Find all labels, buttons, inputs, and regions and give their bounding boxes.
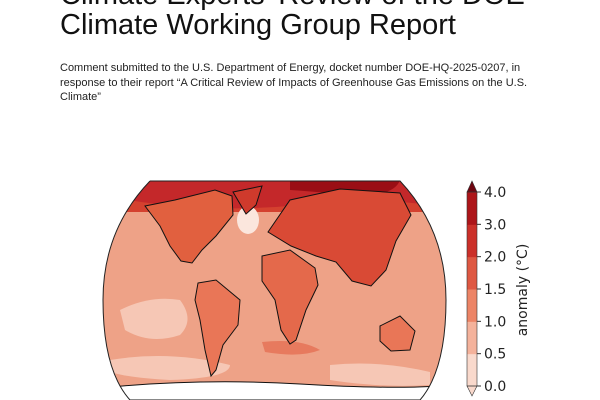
australia xyxy=(379,315,416,352)
eurasia xyxy=(267,188,412,287)
colorbar-tick-label: 2.0 xyxy=(484,250,506,266)
colorbar-segment xyxy=(467,224,477,258)
document-subtitle: Comment submitted to the U.S. Department… xyxy=(60,62,528,103)
colorbar-tick-label: 1.5 xyxy=(484,282,506,298)
greenland xyxy=(232,185,263,215)
document-title-line-2: Climate Working Group Report xyxy=(60,9,456,41)
north-atlantic-cold-spot xyxy=(237,206,259,234)
colorbar: 0.0 0.5 1.0 1.5 2.0 3.0 4.0 xyxy=(466,180,506,397)
colorbar-tick-label: 3.0 xyxy=(484,217,506,233)
colorbar-tick-label: 4.0 xyxy=(484,185,506,201)
colorbar-tick-label: 0.0 xyxy=(484,379,506,395)
colorbar-segment xyxy=(467,289,477,322)
colorbar-extend-max xyxy=(466,180,478,193)
map-outline xyxy=(102,180,447,400)
colorbar-tick-label: 1.0 xyxy=(484,314,506,330)
colorbar-segment xyxy=(467,353,477,387)
south-america xyxy=(194,279,241,378)
colorbar-tick-label: 0.5 xyxy=(484,347,506,363)
colorbar-extend-min xyxy=(466,385,478,397)
colorbar-segment xyxy=(467,321,477,355)
africa xyxy=(261,249,319,345)
world-map xyxy=(103,181,446,400)
colorbar-segment xyxy=(467,192,477,225)
document-title-line-1: Climate Experts' Review of the DOE xyxy=(60,0,525,12)
colorbar-label: anomaly (°C) xyxy=(515,244,531,337)
north-america xyxy=(144,189,234,264)
colorbar-segment xyxy=(467,256,477,290)
